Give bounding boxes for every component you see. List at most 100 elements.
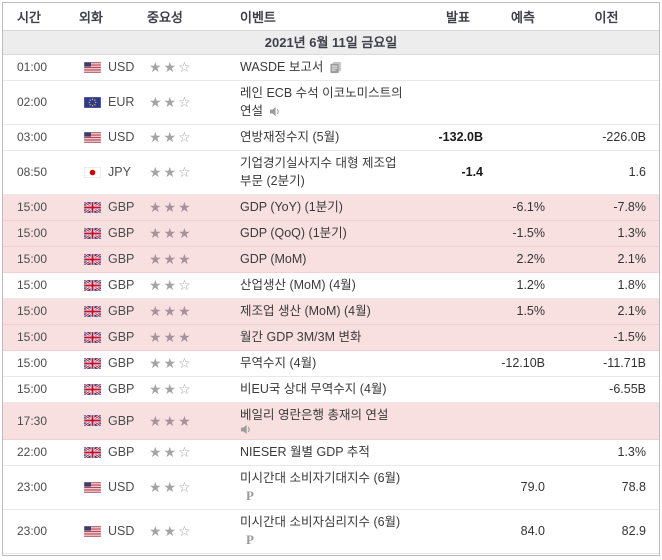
event-row[interactable]: 01:00 USD ★★☆ WASDE 보고서 — [3, 55, 659, 81]
event-row[interactable]: 15:00 GBP ★★★ GDP (YoY) (1분기) -6.1% -7.8… — [3, 195, 659, 221]
event-row[interactable]: 15:00 GBP ★★☆ 산업생산 (MoM) (4월) 1.2% 1.8% — [3, 273, 659, 299]
event-link[interactable]: 연방재정수지 (5월) — [240, 130, 340, 144]
previous-value: -11.71B — [603, 356, 646, 370]
event-row[interactable]: 03:00 USD ★★☆ 연방재정수지 (5월) -132.0B -226.0… — [3, 125, 659, 151]
event-row[interactable]: 17:30 GBP ★★★ 베일리 영란은행 총재의 연설 — [3, 403, 659, 440]
forecast-value: -1.5% — [512, 226, 545, 240]
gbp-flag-icon — [84, 202, 101, 213]
currency-code: GBP — [108, 252, 135, 266]
event-time: 15:00 — [17, 252, 48, 266]
event-link-line2[interactable]: 부문 (2분기) — [240, 174, 305, 188]
event-link[interactable]: 월간 GDP 3M/3M 변화 — [240, 330, 362, 344]
gbp-flag-icon — [84, 358, 101, 369]
event-row[interactable]: 15:00 GBP ★★☆ 비EU국 상대 무역수지 (4월) -6.55B — [3, 377, 659, 403]
event-row[interactable]: 15:00 GBP ★★★ 제조업 생산 (MoM) (4월) 1.5% 2.1… — [3, 299, 659, 325]
currency-code: JPY — [108, 165, 131, 179]
event-row[interactable]: 22:00 GBP ★★☆ NIESER 월별 GDP 추적 1.3% — [3, 440, 659, 466]
event-row[interactable]: 15:00 GBP ★★★ GDP (MoM) 2.2% 2.1% — [3, 247, 659, 273]
previous-value: 2.1% — [617, 252, 647, 266]
importance-stars: ★★★ — [149, 412, 193, 429]
event-link[interactable]: 베일리 영란은행 총재의 연설 — [240, 408, 389, 422]
event-link[interactable]: WASDE 보고서 — [240, 60, 324, 74]
event-time: 08:50 — [17, 165, 48, 179]
currency-cell: GBP — [67, 198, 143, 216]
previous-value: 2.1% — [617, 304, 647, 318]
event-link[interactable]: GDP (YoY) (1분기) — [240, 200, 343, 214]
event-time: 15:00 — [17, 330, 48, 344]
importance-stars: ★★☆ — [149, 523, 193, 539]
previous-value: -226.0B — [602, 130, 646, 144]
event-row[interactable]: 23:00 USD ★★☆ 미시간대 소비자기대지수 (6월) P 79.0 7… — [3, 466, 659, 510]
currency-code: GBP — [108, 304, 135, 318]
jpy-flag-icon — [84, 167, 101, 178]
importance-stars: ★★★ — [149, 199, 193, 215]
currency-cell: GBP — [67, 224, 143, 242]
actual-value: -132.0B — [438, 130, 483, 144]
date-header: 2021년 6월 11일 금요일 — [3, 31, 659, 55]
forecast-value: 1.2% — [516, 278, 546, 292]
calendar-header-row: 시간 외화 중요성 이벤트 발표 예측 이전 — [3, 3, 659, 31]
previous-value: -1.5% — [613, 330, 646, 344]
event-link[interactable]: NIESER 월별 GDP 추적 — [240, 445, 370, 459]
forecast-value: 1.5% — [516, 304, 546, 318]
usd-flag-icon — [84, 62, 101, 73]
importance-stars: ★★☆ — [149, 277, 193, 293]
event-link[interactable]: 비EU국 상대 무역수지 (4월) — [240, 382, 387, 396]
forecast-value: 79.0 — [520, 480, 545, 494]
event-time: 23:00 — [17, 480, 48, 494]
currency-cell: USD — [67, 128, 143, 146]
currency-cell: GBP — [67, 250, 143, 268]
event-link[interactable]: 기업경기실사지수 대형 제조업 — [240, 156, 397, 170]
event-time: 15:00 — [17, 226, 48, 240]
event-link[interactable]: 미시간대 소비자심리지수 (6월) — [240, 515, 401, 529]
event-row[interactable]: 23:00 USD ★★☆ 미시간대 소비자심리지수 (6월) P 84.0 8… — [3, 510, 659, 554]
currency-cell: USD — [67, 522, 143, 540]
previous-value: 1.3% — [617, 226, 647, 240]
currency-code: GBP — [108, 330, 135, 344]
usd-flag-icon — [84, 526, 101, 537]
event-row[interactable]: 15:00 GBP ★★★ 월간 GDP 3M/3M 변화 -1.5% — [3, 325, 659, 351]
currency-code: GBP — [108, 356, 135, 370]
gbp-flag-icon — [84, 332, 101, 343]
column-header-currency: 외화 — [79, 10, 103, 25]
currency-code: GBP — [108, 382, 135, 396]
currency-cell: USD — [67, 478, 143, 496]
currency-code: GBP — [108, 200, 135, 214]
currency-code: USD — [108, 480, 135, 494]
currency-code: USD — [108, 524, 135, 538]
currency-cell: GBP — [67, 302, 143, 320]
gbp-flag-icon — [84, 280, 101, 291]
currency-cell: JPY — [67, 163, 143, 181]
event-link[interactable]: GDP (QoQ) (1분기) — [240, 226, 347, 240]
event-link[interactable]: 제조업 생산 (MoM) (4월) — [240, 304, 371, 318]
currency-cell: GBP — [67, 354, 143, 372]
event-link[interactable]: 산업생산 (MoM) (4월) — [240, 278, 356, 292]
importance-stars: ★★☆ — [149, 479, 193, 495]
event-row[interactable]: 15:00 GBP ★★★ GDP (QoQ) (1분기) -1.5% 1.3% — [3, 221, 659, 247]
previous-value: -6.55B — [609, 382, 646, 396]
event-link[interactable]: GDP (MoM) — [240, 252, 307, 266]
importance-stars: ★★★ — [149, 225, 193, 241]
event-link[interactable]: 레인 ECB 수석 이코노미스트의 — [240, 86, 403, 100]
gbp-flag-icon — [84, 306, 101, 317]
event-link[interactable]: 무역수지 (4월) — [240, 356, 317, 370]
event-row[interactable]: 15:00 GBP ★★☆ 무역수지 (4월) -12.10B -11.71B — [3, 351, 659, 377]
forecast-value: 84.0 — [520, 524, 545, 538]
importance-stars: ★★★ — [149, 251, 193, 267]
event-row[interactable]: 08:50 JPY ★★☆ 기업경기실사지수 대형 제조업 부문 (2분기) -… — [3, 151, 659, 195]
usd-flag-icon — [84, 482, 101, 493]
event-time: 02:00 — [17, 95, 48, 109]
event-row[interactable]: 02:00 EUR ★★☆ 레인 ECB 수석 이코노미스트의 연설 — [3, 81, 659, 125]
report-icon[interactable] — [329, 61, 342, 74]
event-time: 15:00 — [17, 278, 48, 292]
gbp-flag-icon — [84, 228, 101, 239]
event-link[interactable]: 미시간대 소비자기대지수 (6월) — [240, 471, 401, 485]
importance-stars: ★★☆ — [149, 355, 193, 371]
event-link-line2[interactable]: 연설 — [240, 104, 264, 118]
previous-value: 78.8 — [621, 480, 646, 494]
column-header-time: 시간 — [17, 10, 41, 25]
event-time: 01:00 — [17, 60, 48, 74]
previous-value: 1.6 — [628, 165, 646, 179]
currency-code: GBP — [108, 226, 135, 240]
